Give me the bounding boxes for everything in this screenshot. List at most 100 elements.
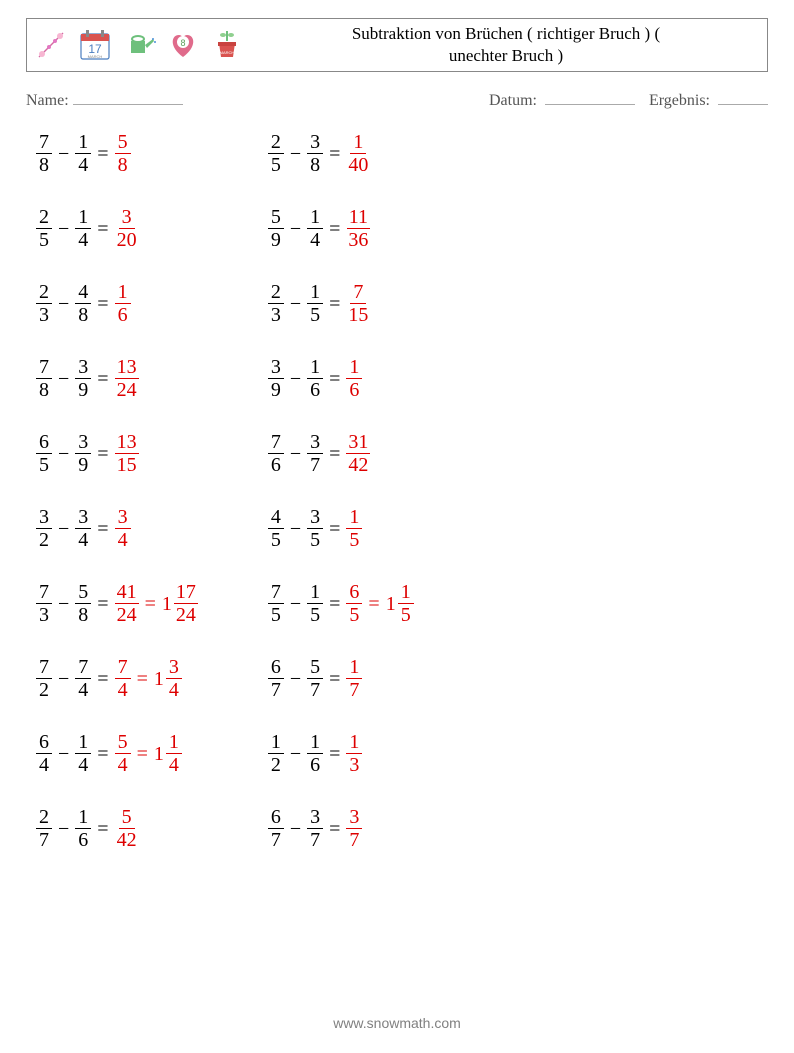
footer-text: www.snowmath.com: [0, 1015, 794, 1031]
equals-op: =: [323, 144, 346, 164]
answer: 4124=11724: [115, 582, 198, 625]
equals-op: =: [91, 594, 114, 614]
minus-op: −: [284, 744, 307, 764]
equation: 73−58=4124=11724: [36, 582, 198, 625]
equals-op: =: [323, 369, 346, 389]
minus-op: −: [284, 519, 307, 539]
answer: 74=134: [115, 657, 182, 700]
header-icon-row: 17 MARCH 8: [27, 27, 245, 63]
equation: 67−37=37: [268, 807, 414, 850]
flower-icon: [33, 27, 69, 63]
answer: 58: [115, 132, 131, 175]
title-line-1: Subtraktion von Brüchen ( richtiger Bruc…: [352, 24, 660, 43]
equation: 59−14=1136: [268, 207, 414, 250]
equals-op: =: [91, 744, 114, 764]
equation: 76−37=3142: [268, 432, 414, 475]
minus-op: −: [52, 294, 75, 314]
problems-column-left: 78−14=58 25−14=320 23−48=16 78−39=1324 65−39…: [36, 132, 198, 850]
equals-op: =: [323, 819, 346, 839]
answer: 1324: [115, 357, 139, 400]
name-label: Name:: [26, 92, 69, 110]
answer: 542: [115, 807, 139, 850]
equals-op: =: [91, 444, 114, 464]
minus-op: −: [284, 294, 307, 314]
answer: 17: [346, 657, 362, 700]
equation: 64−14=54=114: [36, 732, 198, 775]
svg-text:8: 8: [180, 38, 185, 48]
answer: 16: [346, 357, 362, 400]
answer: 15: [346, 507, 362, 550]
equals-op: =: [91, 219, 114, 239]
equation: 45−35=15: [268, 507, 414, 550]
answer: 320: [115, 207, 139, 250]
worksheet-title: Subtraktion von Brüchen ( richtiger Bruc…: [245, 19, 767, 71]
equation: 78−39=1324: [36, 357, 198, 400]
problems-area: 78−14=58 25−14=320 23−48=16 78−39=1324 65−39…: [26, 132, 768, 850]
equals-op: =: [323, 219, 346, 239]
equation: 65−39=1315: [36, 432, 198, 475]
equation: 32−34=34: [36, 507, 198, 550]
title-line-2: unechter Bruch ): [449, 46, 563, 65]
svg-text:MARCH: MARCH: [88, 54, 103, 59]
equals-op: =: [91, 819, 114, 839]
plant-pot-icon: MARCH: [209, 27, 245, 63]
equation: 25−38=140: [268, 132, 414, 175]
minus-op: −: [52, 219, 75, 239]
equals-op: =: [323, 594, 346, 614]
equation: 39−16=16: [268, 357, 414, 400]
answer: 16: [115, 282, 131, 325]
minus-op: −: [284, 369, 307, 389]
equals-op: =: [91, 144, 114, 164]
minus-op: −: [52, 369, 75, 389]
header-box: 17 MARCH 8: [26, 18, 768, 72]
date-blank: [545, 90, 635, 105]
problems-column-right: 25−38=14059−14=113623−15=71539−16=1676−3…: [268, 132, 414, 850]
equals-op: =: [323, 669, 346, 689]
name-blank: [73, 90, 183, 105]
answer: 65=115: [346, 582, 413, 625]
minus-op: −: [284, 594, 307, 614]
equation: 67−57=17: [268, 657, 414, 700]
answer: 140: [346, 132, 370, 175]
info-row: Name: Datum: Ergebnis:: [26, 90, 768, 110]
equation: 75−15=65=115: [268, 582, 414, 625]
answer: 34: [115, 507, 131, 550]
answer: 1136: [346, 207, 370, 250]
equation: 27−16=542: [36, 807, 198, 850]
equation: 78−14=58: [36, 132, 198, 175]
answer: 13: [346, 732, 362, 775]
heart-icon: 8: [165, 27, 201, 63]
result-label: Ergebnis:: [649, 92, 710, 109]
minus-op: −: [284, 219, 307, 239]
equation: 25−14=320: [36, 207, 198, 250]
date-label: Datum:: [489, 92, 537, 109]
answer: 37: [346, 807, 362, 850]
equals-op: =: [323, 294, 346, 314]
equation: 12−16=13: [268, 732, 414, 775]
minus-op: −: [284, 444, 307, 464]
equals-op: =: [91, 669, 114, 689]
minus-op: −: [284, 669, 307, 689]
equals-op: =: [91, 369, 114, 389]
minus-op: −: [52, 144, 75, 164]
minus-op: −: [52, 744, 75, 764]
equals-op: =: [91, 294, 114, 314]
result-blank: [718, 90, 768, 105]
minus-op: −: [284, 819, 307, 839]
minus-op: −: [52, 594, 75, 614]
minus-op: −: [284, 144, 307, 164]
equation: 23−15=715: [268, 282, 414, 325]
answer: 54=114: [115, 732, 182, 775]
minus-op: −: [52, 669, 75, 689]
equals-op: =: [323, 519, 346, 539]
answer: 715: [346, 282, 370, 325]
answer: 1315: [115, 432, 139, 475]
minus-op: −: [52, 819, 75, 839]
equation: 23−48=16: [36, 282, 198, 325]
answer: 3142: [346, 432, 370, 475]
equation: 72−74=74=134: [36, 657, 198, 700]
equals-op: =: [323, 444, 346, 464]
equals-op: =: [323, 744, 346, 764]
equals-op: =: [91, 519, 114, 539]
calendar-icon: 17 MARCH: [77, 27, 113, 63]
